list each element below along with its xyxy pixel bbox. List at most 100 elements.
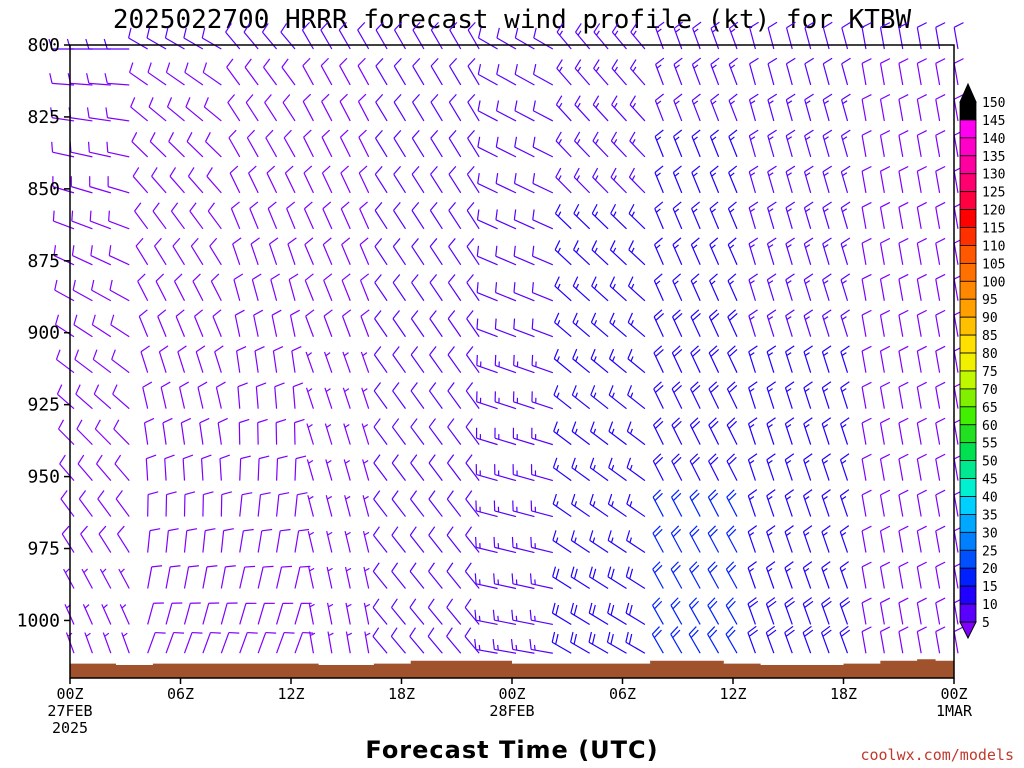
wind-barb-h19-p925 [410,382,425,410]
wind-barb-h34-p962.5 [689,489,701,517]
wind-barb-h2-p912.5 [92,349,112,374]
wind-barb-h9-p862.5 [230,201,241,230]
wind-barb-h6-p837.5 [168,132,185,158]
wind-barb-h32-p925 [653,381,664,409]
wind-barb-h30-p837.5 [610,131,627,158]
colorbar-box-95 [959,298,977,318]
wind-barb-h1-p1010 [84,632,93,654]
wind-barb-h42-p950 [839,453,850,481]
wind-barb-h21-p825 [448,93,462,122]
wind-barb-h21-p887.5 [447,274,462,302]
wind-barb-h3-p850 [107,176,130,194]
wind-barb-h31-p937.5 [626,421,646,446]
wind-barb-h46-p825 [916,94,927,122]
wind-barb-h8-p975 [220,528,234,553]
wind-barb-h19-p887.5 [411,274,425,302]
wind-barb-h1-p850 [70,176,93,194]
wind-barb-h36-p937.5 [726,417,738,445]
wind-barb-h19-p937.5 [410,418,425,445]
wind-barb-h12-p950 [294,455,307,481]
wind-barb-h14-p825 [321,93,333,122]
wind-barb-h45-p1000 [898,597,909,625]
colorbar-label-50: 50 [982,455,998,470]
wind-barb-h12-p862.5 [286,201,296,230]
wind-barb-h38-p987.5 [765,561,776,589]
wind-barb-h19-p812.5 [412,57,425,86]
wind-barb-h20-p862.5 [429,202,443,230]
wind-barb-h4-p1000 [147,602,164,625]
wind-barb-h8-p812.5 [202,62,222,86]
wind-barb-h46-p1000 [916,597,927,625]
wind-barb-h25-p800 [514,27,535,50]
wind-barb-h33-p825 [673,93,683,122]
wind-barb-h18-p875 [392,238,407,266]
colorbar-box-150 [959,101,977,121]
wind-barb-h3-p912.5 [111,349,130,374]
wind-barb-h14-p950 [325,459,333,481]
x-tick-label-7-0: 18Z [830,685,857,703]
wind-barb-h10-p912.5 [254,345,265,373]
wind-barb-h31-p900 [627,312,646,338]
wind-barb-h32-p812.5 [655,57,665,86]
colorbar-box-130 [959,173,977,193]
wind-barb-h18-p987.5 [391,562,406,589]
wind-barb-h45-p862.5 [898,201,909,229]
wind-barb-h20-p1010 [427,627,443,654]
wind-barb-h35-p987.5 [707,561,720,589]
wind-barb-h0-p962.5 [60,490,75,517]
wind-barb-h23-p962.5 [475,500,498,518]
wind-barb-h40-p987.5 [802,561,813,589]
wind-barb-h39-p812.5 [785,57,796,86]
wind-barb-h42-p962.5 [839,489,850,517]
wind-barb-h27-p962.5 [552,493,572,518]
wind-barb-h12-p962.5 [294,492,308,517]
wind-barb-h40-p912.5 [803,345,813,373]
wind-barb-h27-p837.5 [555,131,572,158]
wind-barb-h24-p862.5 [495,209,517,230]
wind-barb-h31-p950 [626,457,646,482]
wind-barb-h7-p975 [202,528,216,553]
wind-barb-h8-p887.5 [210,273,222,302]
colorbar-label-5: 5 [982,616,990,631]
wind-barb-h15-p912.5 [342,351,351,373]
wind-barb-h12-p887.5 [288,273,299,301]
wind-barb-h4-p975 [147,528,161,553]
wind-barb-h25-p825 [514,100,535,122]
wind-barb-h15-p862.5 [340,201,351,230]
wind-barb-h35-p962.5 [707,489,720,517]
wind-barb-h10-p850 [248,165,259,194]
wind-barb-h25-p837.5 [514,136,535,158]
wind-barb-h21-p812.5 [449,57,462,86]
wind-barb-h7-p1010 [202,631,221,654]
wind-barb-h42-p875 [840,237,851,265]
wind-barb-h14-p912.5 [323,351,333,373]
wind-barb-h13-p825 [302,93,314,122]
wind-barb-h9-p975 [239,528,254,553]
wind-barb-h6-p875 [172,237,186,266]
wind-barb-h23-p812.5 [477,64,498,86]
wind-barb-h41-p875 [822,237,832,265]
wind-barb-h42-p1010 [839,625,851,654]
colorbar-box-55 [959,442,977,462]
wind-barb-h5-p937.5 [162,417,173,445]
wind-barb-h6-p900 [175,309,186,337]
wind-barb-h42-p825 [841,93,851,122]
wind-barb-h9-p937.5 [238,418,250,445]
wind-barb-h40-p862.5 [803,201,814,229]
wind-barb-h2-p812.5 [86,73,111,86]
wind-barb-h20-p837.5 [430,129,443,158]
wind-barb-h6-p1000 [183,602,201,625]
wind-barb-h47-p862.5 [935,201,946,229]
wind-barb-h17-p825 [375,93,388,122]
wind-barb-h22-p937.5 [465,418,480,445]
wind-barb-h30-p900 [609,312,627,338]
wind-barb-h40-p937.5 [803,417,813,445]
wind-barb-h13-p925 [305,387,314,409]
wind-barb-h15-p950 [343,459,351,481]
colorbar-label-30: 30 [982,526,998,541]
wind-barb-h35-p925 [708,381,720,409]
wind-barb-h19-p900 [410,310,425,338]
y-axis: 800 825 850 875 900 925 950 975 1000 [17,35,70,631]
colorbar-box-135 [959,155,977,175]
wind-barb-h22-p825 [467,93,480,122]
